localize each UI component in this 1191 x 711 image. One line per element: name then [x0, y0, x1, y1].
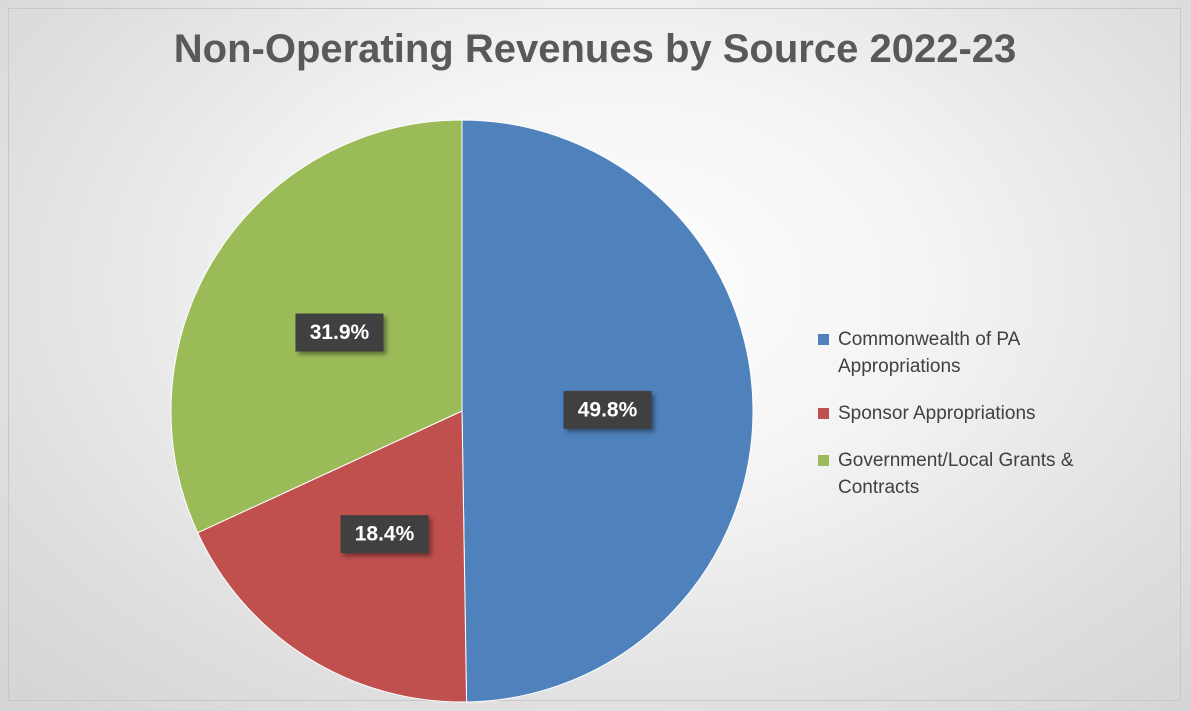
legend-item: Commonwealth of PA Appropriations	[818, 326, 1118, 380]
chart-frame	[8, 8, 1181, 701]
legend-swatch	[818, 334, 829, 345]
legend-label: Government/Local Grants & Contracts	[838, 450, 1074, 498]
chart-title: Non-Operating Revenues by Source 2022-23	[174, 27, 1017, 71]
value-label-box	[340, 515, 429, 554]
value-label: 31.9%	[310, 321, 370, 344]
legend-swatch	[818, 408, 829, 419]
pie-slice	[197, 410, 468, 703]
legend-item: Government/Local Grants & Contracts	[818, 447, 1118, 501]
legend-label: Commonwealth of PA Appropriations	[838, 329, 1020, 377]
value-label-box	[295, 313, 384, 352]
legend-swatch	[818, 455, 829, 466]
value-label-box	[563, 390, 652, 429]
legend-item: Sponsor Appropriations	[818, 400, 1118, 427]
legend-label: Sponsor Appropriations	[838, 403, 1036, 424]
legend: Commonwealth of PA Appropriations Sponsor…	[818, 326, 1118, 521]
value-label: 18.4%	[355, 523, 415, 546]
value-label: 49.8%	[578, 398, 638, 421]
